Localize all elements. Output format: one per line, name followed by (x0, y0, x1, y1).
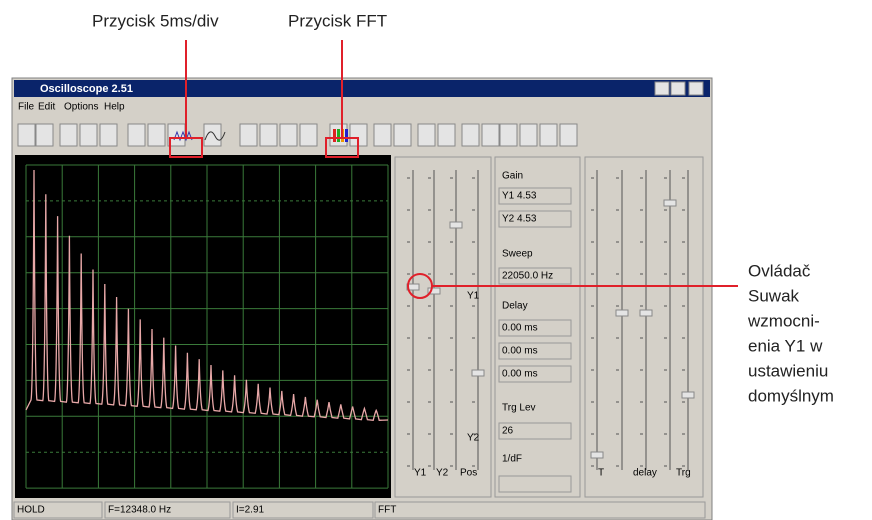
toolbar-button[interactable] (437, 123, 456, 147)
toolbar-button[interactable] (417, 123, 436, 147)
toolbar-button[interactable] (239, 123, 258, 147)
toolbar-button[interactable] (99, 123, 118, 147)
info-label: 22050.0 Hz (502, 271, 553, 282)
toolbar-button[interactable] (17, 123, 36, 147)
info-field (498, 267, 572, 285)
slider-label: Y1 (414, 468, 427, 479)
annotation: Przycisk 5ms/div (92, 11, 219, 30)
fft-icon (337, 129, 340, 142)
annotation: Przycisk FFT (288, 11, 387, 30)
info-label: Gain (502, 171, 523, 182)
slider-label: delay (633, 468, 657, 479)
status-cell (13, 501, 103, 519)
slider-thumb[interactable] (663, 199, 677, 207)
slider-thumb[interactable] (406, 283, 420, 291)
toolbar-button[interactable] (147, 123, 166, 147)
fft-icon (345, 129, 348, 142)
toolbar-button[interactable] (279, 123, 298, 147)
status-cell (374, 501, 706, 519)
status-text: F=12348.0 Hz (108, 505, 171, 516)
toolbar-button[interactable] (481, 123, 500, 147)
annotation: domyślnym (748, 386, 834, 405)
annotation: enia Y1 w (748, 336, 823, 355)
slider-thumb[interactable] (449, 221, 463, 229)
maximize-button[interactable] (670, 81, 686, 96)
info-field (498, 342, 572, 360)
toolbar-button[interactable] (299, 123, 318, 147)
callout-box (169, 137, 203, 158)
info-label: Y1 4.53 (502, 191, 537, 202)
status-cell (232, 501, 374, 519)
toolbar-button[interactable] (259, 123, 278, 147)
menu-item[interactable]: Edit (38, 102, 55, 113)
close-button[interactable] (688, 81, 704, 96)
menu-item[interactable]: Help (104, 102, 125, 113)
annotation: Ovládač (748, 261, 811, 280)
info-label: 0.00 ms (502, 323, 538, 334)
menu-item[interactable]: File (18, 102, 35, 113)
info-label: 0.00 ms (502, 346, 538, 357)
toolbar-button[interactable] (59, 123, 78, 147)
annotation: ustawieniu (748, 361, 828, 380)
slider-label: Trg (676, 468, 691, 479)
toolbar-button[interactable] (393, 123, 412, 147)
info-label: 26 (502, 426, 514, 437)
slider-thumb[interactable] (590, 451, 604, 459)
status-text: HOLD (17, 505, 45, 516)
status-text: FFT (378, 505, 396, 516)
slider-thumb[interactable] (615, 309, 629, 317)
window-title: Oscilloscope 2.51 (40, 83, 133, 95)
info-label: Sweep (502, 249, 533, 260)
info-label: 1/dF (502, 454, 522, 465)
fft-icon (333, 129, 336, 142)
info-field (498, 475, 572, 493)
toolbar-button[interactable] (559, 123, 578, 147)
slider-label: Pos (460, 468, 477, 479)
callout-box (325, 137, 359, 158)
annotation: Suwak (748, 286, 800, 305)
info-field (498, 365, 572, 383)
toolbar-button[interactable] (539, 123, 558, 147)
info-label: 0.00 ms (502, 369, 538, 380)
info-label: Delay (502, 301, 528, 312)
slider-label: Y1 (467, 291, 480, 302)
menu-item[interactable]: Options (64, 102, 98, 113)
slider-label: T (598, 468, 604, 479)
info-label: Y2 4.53 (502, 214, 537, 225)
info-label: Trg Lev (502, 403, 536, 414)
minimize-button[interactable] (654, 81, 670, 96)
annotation: wzmocni- (747, 311, 820, 330)
status-text: I=2.91 (236, 505, 265, 516)
toolbar-button[interactable] (519, 123, 538, 147)
status-cell (104, 501, 231, 519)
info-field (498, 187, 572, 205)
info-field (498, 210, 572, 228)
toolbar-button[interactable] (127, 123, 146, 147)
slider-thumb[interactable] (639, 309, 653, 317)
info-field (498, 319, 572, 337)
toolbar-button[interactable] (461, 123, 480, 147)
toolbar-button[interactable] (203, 123, 222, 147)
slider-thumb[interactable] (427, 287, 441, 295)
scope-screen (15, 155, 391, 498)
slider-label: Y2 (436, 468, 449, 479)
slider-thumb[interactable] (681, 391, 695, 399)
sweep-icon (173, 130, 193, 142)
wave-icon (204, 131, 226, 141)
info-field (498, 422, 572, 440)
toolbar-button[interactable] (79, 123, 98, 147)
slider-label: Y2 (467, 433, 480, 444)
toolbar-button[interactable] (35, 123, 54, 147)
slider-panel (394, 156, 492, 498)
slider-thumb[interactable] (471, 369, 485, 377)
spectrum-trace (25, 169, 389, 422)
toolbar-button[interactable] (373, 123, 392, 147)
title-bar (14, 80, 710, 97)
toolbar-button[interactable] (499, 123, 518, 147)
trigger-panel (584, 156, 704, 498)
